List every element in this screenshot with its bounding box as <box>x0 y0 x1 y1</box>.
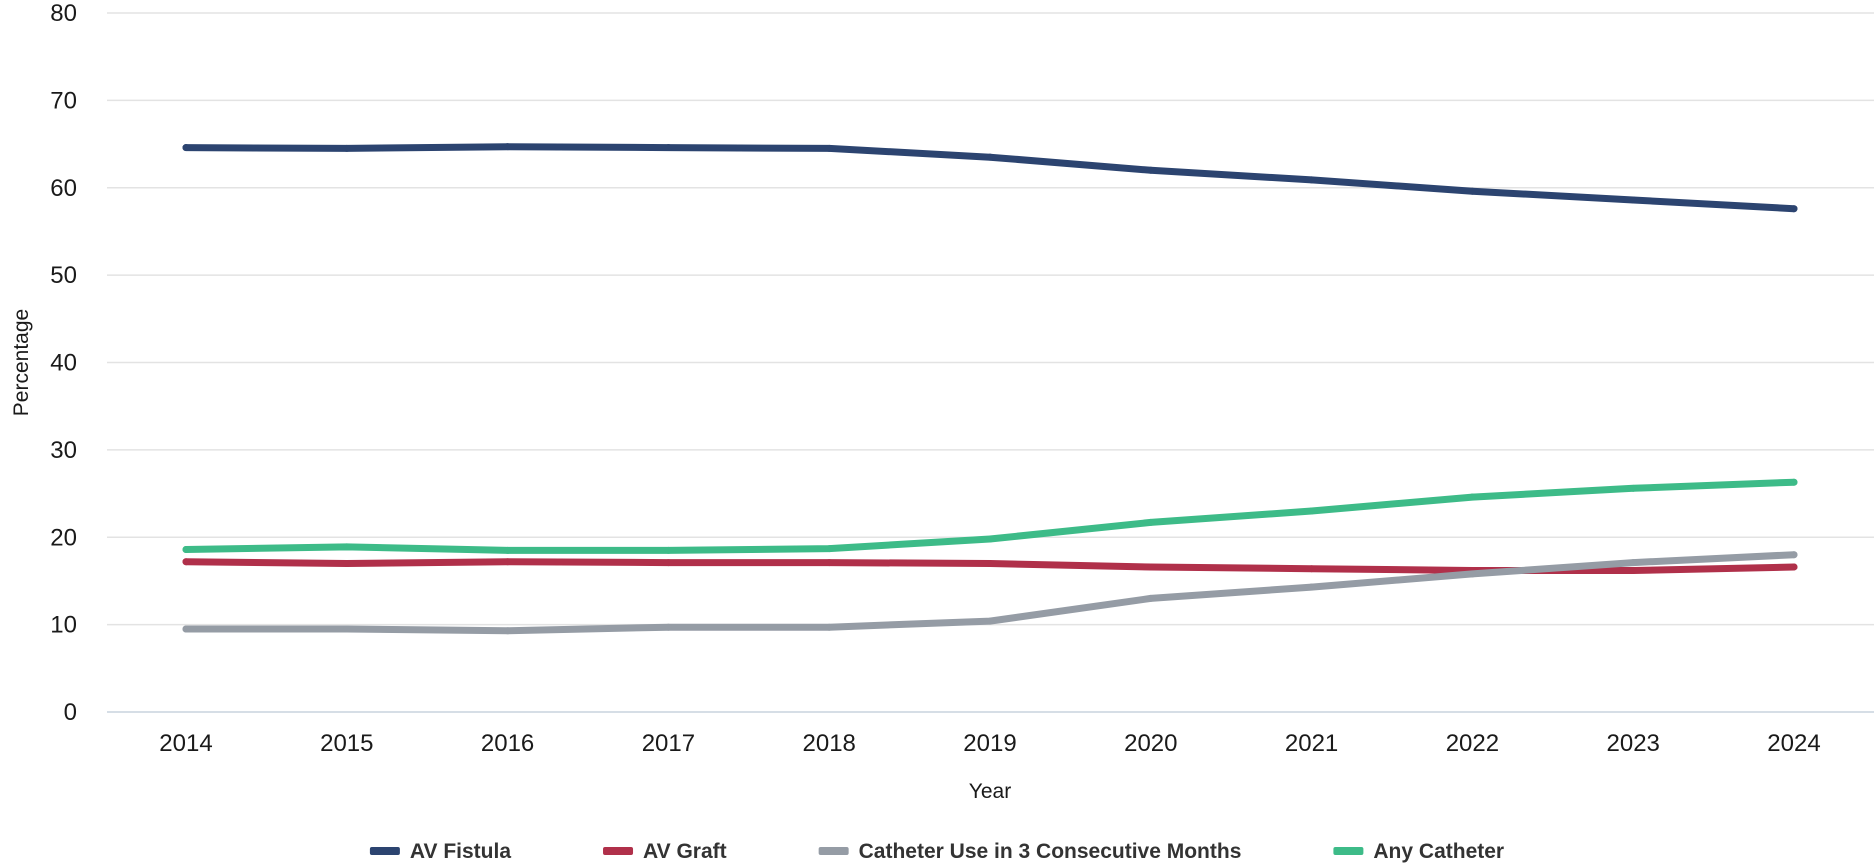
x-tick-label: 2018 <box>803 730 856 757</box>
y-axis-title: Percentage <box>10 309 33 416</box>
y-tick-label: 60 <box>50 175 77 202</box>
data-point-catheter-use-in-3-consecutive-months-2015 <box>343 625 351 633</box>
data-point-any-catheter-2016 <box>504 546 512 554</box>
data-point-av-graft-2018 <box>825 559 833 567</box>
y-tick-label: 0 <box>64 699 77 726</box>
y-tick-label: 70 <box>50 87 77 114</box>
y-tick-label: 40 <box>50 350 77 377</box>
data-point-av-graft-2014 <box>182 558 190 566</box>
legend-swatch <box>818 847 849 855</box>
gridlines <box>107 12 1874 713</box>
data-point-av-graft-2017 <box>664 559 672 567</box>
data-point-av-graft-2015 <box>343 559 351 567</box>
data-point-catheter-use-in-3-consecutive-months-2021 <box>1308 583 1316 591</box>
data-point-any-catheter-2015 <box>343 543 351 551</box>
data-point-av-fistula-2023 <box>1629 196 1637 204</box>
x-tick-label: 2021 <box>1285 730 1338 757</box>
data-point-av-graft-2024 <box>1790 563 1798 571</box>
x-tick-label: 2017 <box>642 730 695 757</box>
legend-swatch <box>369 847 400 855</box>
data-point-any-catheter-2024 <box>1790 478 1798 486</box>
data-point-any-catheter-2022 <box>1468 493 1476 501</box>
data-point-catheter-use-in-3-consecutive-months-2020 <box>1147 594 1155 602</box>
data-point-av-fistula-2024 <box>1790 205 1798 213</box>
legend-swatch <box>1333 847 1364 855</box>
series-av-fistula <box>182 143 1798 213</box>
data-point-av-graft-2021 <box>1308 565 1316 573</box>
x-tick-label: 2014 <box>159 730 212 757</box>
data-point-catheter-use-in-3-consecutive-months-2022 <box>1468 570 1476 578</box>
data-point-catheter-use-in-3-consecutive-months-2024 <box>1790 551 1798 559</box>
data-point-av-fistula-2014 <box>182 144 190 152</box>
legend-swatch <box>603 847 634 855</box>
series-lines <box>182 143 1798 635</box>
data-point-catheter-use-in-3-consecutive-months-2023 <box>1629 559 1637 567</box>
y-axis: 0 10 20 30 40 50 60 70 80 <box>50 0 77 726</box>
x-tick-label: 2024 <box>1767 730 1820 757</box>
series-any-catheter <box>182 478 1798 554</box>
data-point-av-graft-2016 <box>504 558 512 566</box>
data-point-any-catheter-2021 <box>1308 507 1316 515</box>
x-tick-label: 2022 <box>1446 730 1499 757</box>
data-point-av-fistula-2019 <box>986 153 994 161</box>
data-point-av-fistula-2017 <box>664 144 672 152</box>
data-point-av-fistula-2018 <box>825 144 833 152</box>
y-tick-label: 80 <box>50 0 77 27</box>
data-point-any-catheter-2014 <box>182 545 190 553</box>
series-catheter-use-in-3-consecutive-months <box>182 551 1798 635</box>
data-point-catheter-use-in-3-consecutive-months-2016 <box>504 627 512 635</box>
y-tick-label: 30 <box>50 437 77 464</box>
legend-label: Catheter Use in 3 Consecutive Months <box>859 840 1242 863</box>
x-axis-title: Year <box>969 780 1011 803</box>
data-point-av-graft-2020 <box>1147 563 1155 571</box>
data-point-av-graft-2023 <box>1629 566 1637 574</box>
legend-label: Any Catheter <box>1373 840 1504 863</box>
data-point-av-fistula-2021 <box>1308 176 1316 184</box>
x-tick-label: 2020 <box>1124 730 1177 757</box>
data-point-catheter-use-in-3-consecutive-months-2017 <box>664 623 672 631</box>
data-point-catheter-use-in-3-consecutive-months-2014 <box>182 625 190 633</box>
data-point-any-catheter-2023 <box>1629 484 1637 492</box>
data-point-any-catheter-2018 <box>825 545 833 553</box>
data-point-any-catheter-2019 <box>986 535 994 543</box>
x-tick-label: 2019 <box>963 730 1016 757</box>
x-tick-label: 2016 <box>481 730 534 757</box>
data-point-any-catheter-2017 <box>664 546 672 554</box>
y-tick-label: 50 <box>50 262 77 289</box>
legend-label: AV Fistula <box>410 840 511 863</box>
data-point-any-catheter-2020 <box>1147 518 1155 526</box>
data-point-av-fistula-2022 <box>1468 187 1476 195</box>
data-point-catheter-use-in-3-consecutive-months-2019 <box>986 617 994 625</box>
x-tick-label: 2015 <box>320 730 373 757</box>
data-point-catheter-use-in-3-consecutive-months-2018 <box>825 623 833 631</box>
data-point-av-fistula-2015 <box>343 144 351 152</box>
data-point-av-fistula-2016 <box>504 143 512 151</box>
x-tick-label: 2023 <box>1607 730 1660 757</box>
y-tick-label: 10 <box>50 612 77 639</box>
x-axis: 2014 2015 2016 2017 2018 2019 2020 2021 2022 2023… <box>159 730 1820 757</box>
data-point-av-graft-2019 <box>986 559 994 567</box>
legend: AV Fistula AV Graft Catheter Use in 3 Cons… <box>369 840 1504 863</box>
legend-label: AV Graft <box>643 840 727 863</box>
y-tick-label: 20 <box>50 524 77 551</box>
data-point-av-fistula-2020 <box>1147 166 1155 174</box>
